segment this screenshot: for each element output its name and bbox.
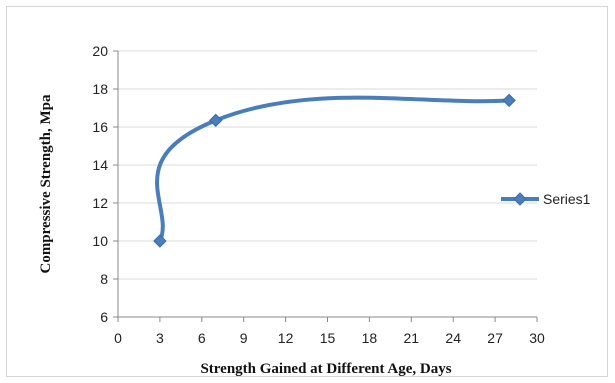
x-tick-label: 0 <box>114 330 122 346</box>
y-tick-labels: 6 8 10 12 14 16 18 20 <box>92 43 108 325</box>
x-tick-label: 27 <box>487 330 503 346</box>
data-markers <box>153 93 516 248</box>
axes <box>113 50 538 322</box>
x-tick-label: 9 <box>240 330 248 346</box>
y-tick-label: 14 <box>92 157 108 173</box>
x-tick-label: 12 <box>278 330 294 346</box>
y-tick-label: 18 <box>92 81 108 97</box>
series-line <box>155 95 512 243</box>
y-tick-label: 8 <box>100 271 108 287</box>
data-point-marker <box>153 234 167 248</box>
x-tick-label: 18 <box>362 330 378 346</box>
x-tick-label: 6 <box>198 330 206 346</box>
x-tick-label: 24 <box>445 330 461 346</box>
y-tick-label: 6 <box>100 309 108 325</box>
gridlines <box>118 50 537 280</box>
series-lines <box>155 95 512 243</box>
y-tick-label: 20 <box>92 43 108 59</box>
x-tick-label: 15 <box>320 330 336 346</box>
legend-label: Series1 <box>543 191 591 207</box>
legend-marker <box>513 192 527 206</box>
y-tick-label: 12 <box>92 195 108 211</box>
x-tick-labels: 0 3 6 9 12 15 18 21 24 27 30 <box>114 330 545 346</box>
x-tick-label: 3 <box>156 330 164 346</box>
chart-area: 6 8 10 12 14 16 18 20 0 3 6 9 12 15 18 21 24 27 30 Series… <box>6 6 608 377</box>
x-axis-title: Strength Gained at Different Age, Days <box>200 361 451 377</box>
data-point-marker <box>209 113 223 128</box>
y-tick-label: 10 <box>92 233 108 249</box>
line-chart: 6 8 10 12 14 16 18 20 0 3 6 9 12 15 18 21 24 27 30 Series… <box>38 43 591 377</box>
legend: Series1 <box>501 191 591 207</box>
x-tick-label: 21 <box>404 330 420 346</box>
data-point-marker <box>502 93 516 108</box>
x-tick-label: 30 <box>529 330 545 346</box>
y-tick-label: 16 <box>92 119 108 135</box>
y-axis-title: Compressive Strength, Mpa <box>38 94 54 274</box>
